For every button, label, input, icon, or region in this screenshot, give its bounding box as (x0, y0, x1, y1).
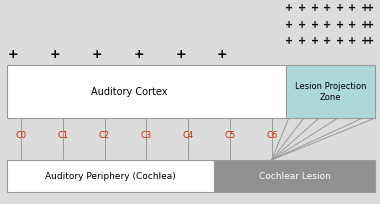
Bar (214, 160, 375, 192)
Text: +: + (366, 3, 375, 13)
Text: C3: C3 (141, 130, 152, 139)
Text: C1: C1 (57, 130, 68, 139)
Text: +: + (323, 20, 331, 29)
Text: +: + (217, 48, 228, 61)
Text: C6: C6 (266, 130, 277, 139)
Text: Lesion Projection
Zone: Lesion Projection Zone (295, 82, 367, 102)
Text: +: + (366, 36, 375, 46)
Text: +: + (323, 36, 331, 46)
Text: +: + (285, 3, 294, 13)
Text: +: + (310, 36, 319, 46)
Text: Cochlear Lesion: Cochlear Lesion (259, 172, 331, 180)
Text: +: + (285, 36, 294, 46)
Text: +: + (8, 48, 19, 61)
Text: +: + (285, 20, 294, 29)
Text: C2: C2 (99, 130, 110, 139)
Text: C5: C5 (224, 130, 236, 139)
Text: +: + (298, 36, 306, 46)
Text: C0: C0 (15, 130, 27, 139)
Text: Auditory Cortex: Auditory Cortex (92, 87, 168, 97)
Text: +: + (310, 20, 319, 29)
Text: +: + (348, 36, 356, 46)
Text: +: + (348, 3, 356, 13)
Text: +: + (92, 48, 102, 61)
Text: +: + (298, 20, 306, 29)
Text: +: + (361, 20, 369, 29)
Text: +: + (361, 36, 369, 46)
Text: +: + (310, 3, 319, 13)
Text: +: + (361, 3, 369, 13)
Text: +: + (323, 3, 331, 13)
Bar (286, 65, 375, 118)
Text: +: + (298, 3, 306, 13)
Text: C4: C4 (182, 130, 194, 139)
Text: +: + (336, 36, 344, 46)
Text: +: + (336, 3, 344, 13)
Text: +: + (133, 48, 144, 61)
Text: +: + (50, 48, 60, 61)
Text: Auditory Periphery (Cochlea): Auditory Periphery (Cochlea) (45, 172, 176, 180)
Text: +: + (175, 48, 186, 61)
Text: +: + (348, 20, 356, 29)
Text: +: + (336, 20, 344, 29)
Bar (7, 160, 214, 192)
Text: +: + (366, 20, 375, 29)
Bar (7, 65, 286, 118)
